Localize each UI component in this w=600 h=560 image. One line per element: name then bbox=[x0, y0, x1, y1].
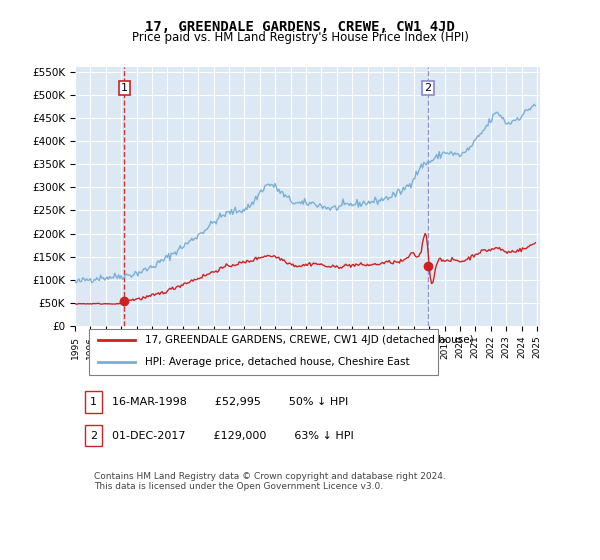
Text: Contains HM Land Registry data © Crown copyright and database right 2024.
This d: Contains HM Land Registry data © Crown c… bbox=[94, 472, 445, 491]
Text: 01-DEC-2017        £129,000        63% ↓ HPI: 01-DEC-2017 £129,000 63% ↓ HPI bbox=[112, 431, 354, 441]
Text: 1: 1 bbox=[121, 83, 128, 93]
FancyBboxPatch shape bbox=[85, 424, 102, 446]
Text: 16-MAR-1998        £52,995        50% ↓ HPI: 16-MAR-1998 £52,995 50% ↓ HPI bbox=[112, 397, 349, 407]
FancyBboxPatch shape bbox=[89, 329, 438, 375]
Text: Price paid vs. HM Land Registry's House Price Index (HPI): Price paid vs. HM Land Registry's House … bbox=[131, 31, 469, 44]
Text: 2: 2 bbox=[424, 83, 431, 93]
Text: 2: 2 bbox=[90, 431, 97, 441]
FancyBboxPatch shape bbox=[85, 391, 102, 413]
Text: 17, GREENDALE GARDENS, CREWE, CW1 4JD: 17, GREENDALE GARDENS, CREWE, CW1 4JD bbox=[145, 20, 455, 34]
Text: 1: 1 bbox=[90, 397, 97, 407]
Text: HPI: Average price, detached house, Cheshire East: HPI: Average price, detached house, Ches… bbox=[145, 357, 409, 367]
Text: 17, GREENDALE GARDENS, CREWE, CW1 4JD (detached house): 17, GREENDALE GARDENS, CREWE, CW1 4JD (d… bbox=[145, 335, 473, 346]
